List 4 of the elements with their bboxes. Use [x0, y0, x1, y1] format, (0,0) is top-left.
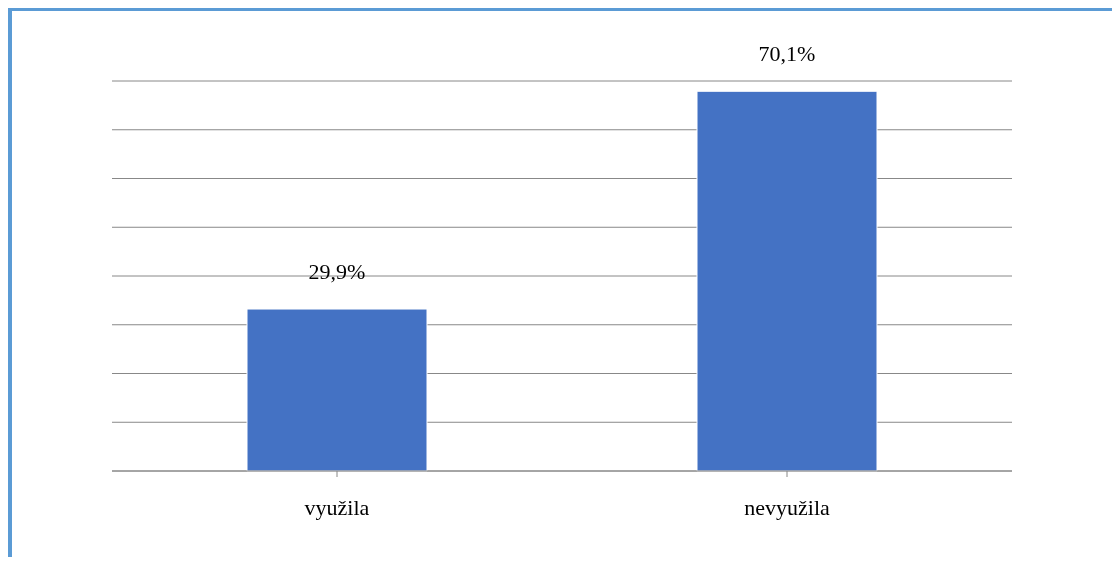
- x-tick-label: nevyužila: [744, 494, 830, 520]
- x-tick-label: využila: [304, 494, 370, 520]
- data-label: 29,9%: [308, 259, 366, 285]
- data-label: 70,1%: [758, 41, 816, 67]
